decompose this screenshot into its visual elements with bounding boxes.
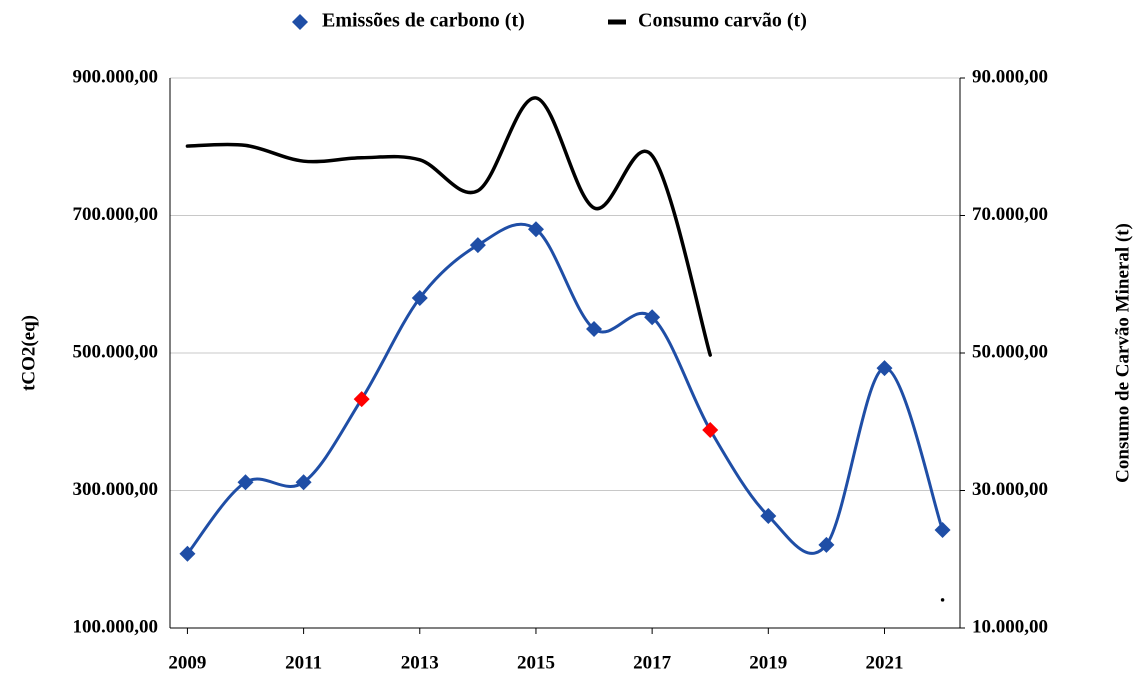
y-tick-label: 300.000,00 bbox=[73, 479, 159, 500]
data-point bbox=[527, 221, 544, 238]
y-axis-label: tCO2(eq) bbox=[18, 315, 39, 391]
x-tick-label: 2021 bbox=[865, 652, 903, 673]
x-tick-label: 2013 bbox=[401, 652, 439, 673]
y2-tick-label: 90.000,00 bbox=[972, 66, 1048, 87]
data-point bbox=[586, 320, 603, 337]
legend-label: Consumo carvão (t) bbox=[638, 10, 807, 32]
x-tick-label: 2009 bbox=[168, 652, 206, 673]
y2-axis-label: Consumo de Carvão Mineral (t) bbox=[1112, 223, 1133, 483]
y2-tick-label: 10.000,00 bbox=[972, 616, 1048, 637]
data-point bbox=[760, 507, 777, 524]
data-point bbox=[237, 474, 254, 491]
data-point bbox=[353, 391, 370, 408]
y2-tick-label: 50.000,00 bbox=[972, 341, 1048, 362]
y2-tick-label: 30.000,00 bbox=[972, 479, 1048, 500]
legend-label: Emissões de carbono (t) bbox=[322, 10, 525, 32]
y2-tick-label: 70.000,00 bbox=[972, 204, 1048, 225]
series-line bbox=[185, 96, 945, 602]
data-point bbox=[295, 474, 312, 491]
data-point bbox=[818, 536, 835, 553]
data-point bbox=[179, 545, 196, 562]
series-line bbox=[185, 222, 945, 556]
y-tick-label: 100.000,00 bbox=[73, 616, 159, 637]
x-tick-label: 2019 bbox=[749, 652, 787, 673]
y-tick-label: 700.000,00 bbox=[73, 204, 159, 225]
data-point bbox=[876, 360, 893, 377]
x-tick-label: 2017 bbox=[633, 652, 672, 673]
data-point bbox=[702, 422, 719, 438]
y-tick-label: 500.000,00 bbox=[73, 341, 159, 362]
data-point bbox=[411, 290, 428, 306]
x-tick-label: 2015 bbox=[517, 652, 555, 673]
data-point bbox=[469, 237, 486, 254]
data-point bbox=[934, 522, 951, 539]
x-tick-label: 2011 bbox=[285, 652, 322, 673]
legend-marker bbox=[608, 19, 626, 25]
legend-marker bbox=[292, 14, 308, 30]
y-tick-label: 900.000,00 bbox=[73, 66, 159, 87]
data-point bbox=[644, 309, 661, 326]
